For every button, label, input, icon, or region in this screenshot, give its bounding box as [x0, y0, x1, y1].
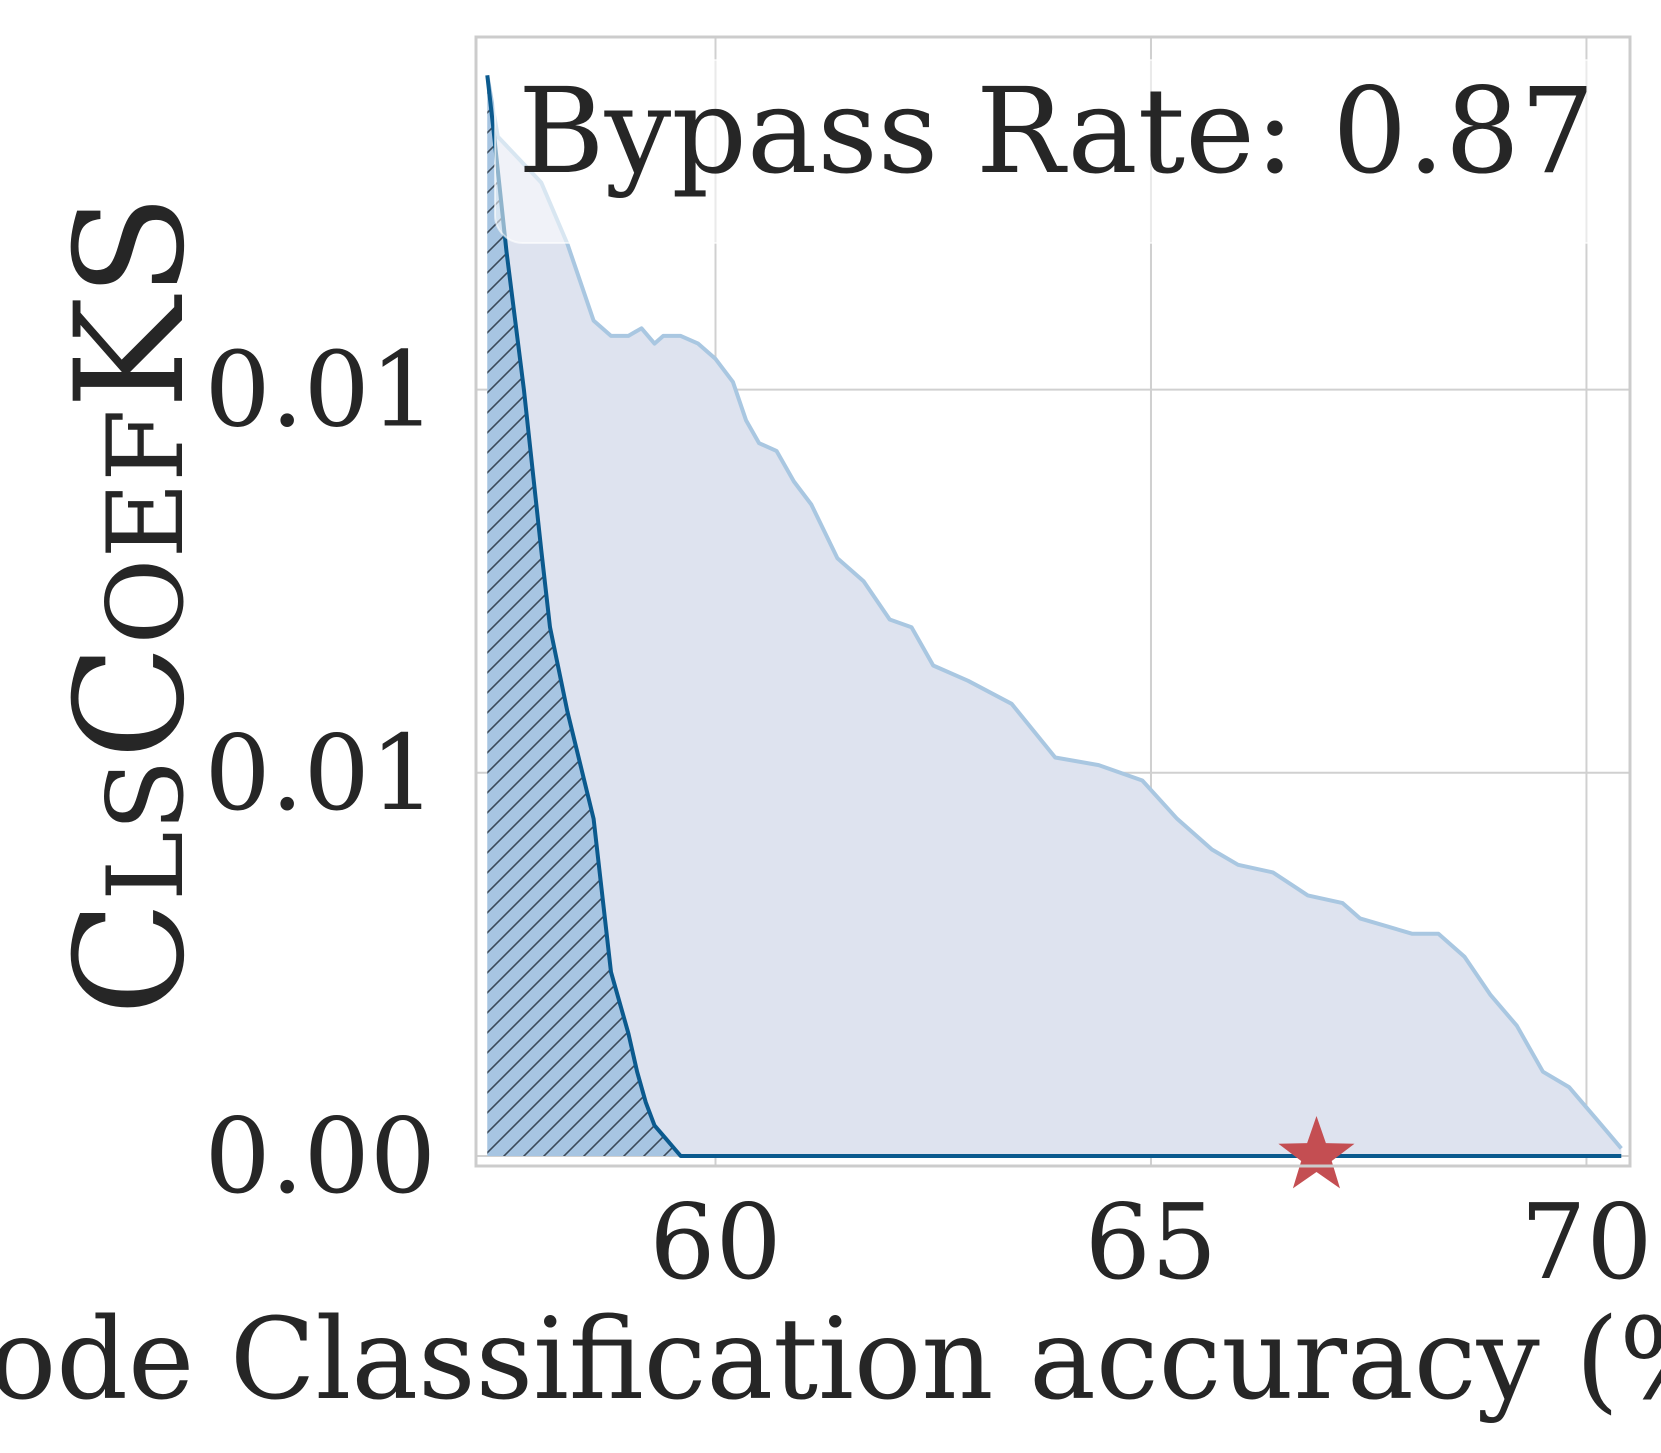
y-tick-labels: 0.00 0.01 0.01	[204, 329, 436, 1217]
star-marker	[1278, 1116, 1355, 1189]
x-tick-label: 70	[1520, 1181, 1652, 1303]
y-tick-label: 0.00	[204, 1095, 436, 1217]
upper-envelope-area	[487, 75, 1622, 1156]
marker	[1278, 1116, 1355, 1189]
plot-frame	[474, 35, 1632, 1168]
upper-envelope-line	[485, 74, 1623, 1150]
x-tick-label: 60	[649, 1181, 781, 1303]
annotation-box: Bypass Rate: 0.87	[494, 59, 1616, 244]
x-tick-labels: 60 65 70	[649, 1181, 1652, 1303]
x-tick-label: 65	[1085, 1181, 1217, 1303]
y-tick-label: 0.01	[204, 712, 436, 834]
x-axis-label: Node Classification accuracy (%)	[0, 1295, 1661, 1425]
y-axis-label: ClsCoefKS	[44, 194, 218, 1016]
lower-curve-line	[485, 75, 1622, 1158]
bypass-rate-annotation: Bypass Rate: 0.87	[518, 62, 1595, 200]
lower-curve-hatch	[487, 75, 1622, 1156]
y-tick-label: 0.01	[204, 329, 436, 451]
